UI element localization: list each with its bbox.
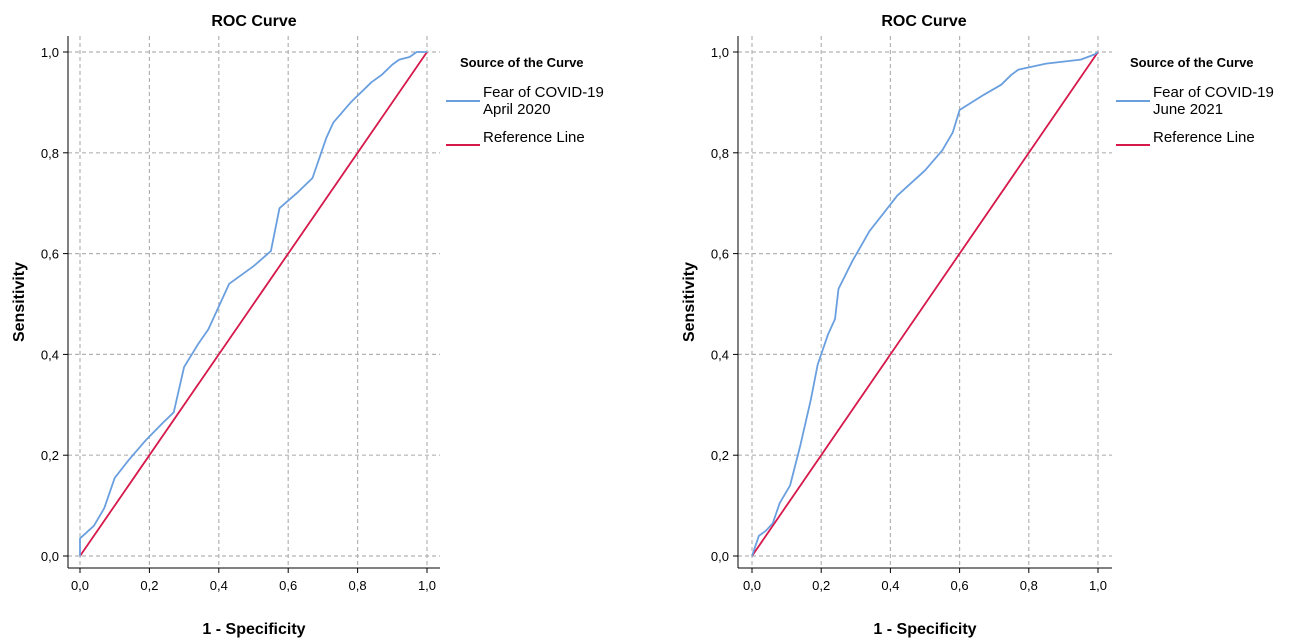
x-tick-label: 0,2 [140,578,158,593]
x-tick-label: 0,4 [210,578,228,593]
y-tick-label: 0,2 [711,448,729,463]
x-tick-label: 0,8 [349,578,367,593]
legend: Source of the Curve Fear of COVID-19April… [446,55,604,146]
x-axis-label: 1 - Specificity [202,621,305,638]
grid [738,36,1112,568]
x-tick-label: 0,6 [951,578,969,593]
y-tick-label: 0,0 [41,549,59,564]
y-tick-label: 0,0 [711,549,729,564]
x-axis-label: 1 - Specificity [873,621,976,638]
x-tick-label: 0,4 [881,578,899,593]
grid [68,36,440,568]
reference-line [79,51,428,557]
y-tick-label: 1,0 [711,45,729,60]
x-tick-label: 0,8 [1020,578,1038,593]
y-tick-label: 1,0 [41,45,59,60]
roc-curve-line [79,51,427,556]
y-tick-label: 0,6 [41,247,59,262]
legend-title: Source of the Curve [1130,55,1254,70]
legend-entry-text: Fear of COVID-19 [483,84,604,101]
x-tick-label: 0,0 [743,578,761,593]
roc-curve-line [751,51,1099,557]
roc-chart-1: ROC Curve 0,0 0,2 0,4 0,6 0,8 1,0 0,0 0,2 0,4 0,6 0… [11,13,604,638]
legend: Source of the Curve Fear of COVID-19June … [1116,55,1274,146]
chart-title: ROC Curve [211,13,296,30]
y-axis-label: Sensitivity [681,262,698,342]
x-tick-label: 1,0 [418,578,436,593]
x-tick-label: 0,6 [279,578,297,593]
y-tick-label: 0,6 [711,247,729,262]
legend-entry-text: Reference Line [1153,129,1255,146]
legend-title: Source of the Curve [460,55,584,70]
y-axis-label: Sensitivity [11,262,28,342]
y-tick-label: 0,2 [41,448,59,463]
reference-line [751,51,1099,557]
x-tick-label: 1,0 [1089,578,1107,593]
y-tick-label: 0,8 [41,146,59,161]
legend-entry-text: Fear of COVID-19 [1153,84,1274,101]
y-tick-label: 0,4 [711,347,729,362]
legend-entry-text: Reference Line [483,129,585,146]
x-tick-label: 0,0 [71,578,89,593]
chart-title: ROC Curve [881,13,966,30]
y-tick-label: 0,4 [41,347,59,362]
roc-chart-2: ROC Curve 0,0 0,2 0,4 0,6 0,8 1,0 0,0 0,2 0,4 0,6 0… [681,13,1274,638]
y-tick-label: 0,8 [711,146,729,161]
x-tick-label: 0,2 [812,578,830,593]
legend-entry-text: April 2020 [483,101,551,118]
legend-entry-text: June 2021 [1153,101,1223,118]
